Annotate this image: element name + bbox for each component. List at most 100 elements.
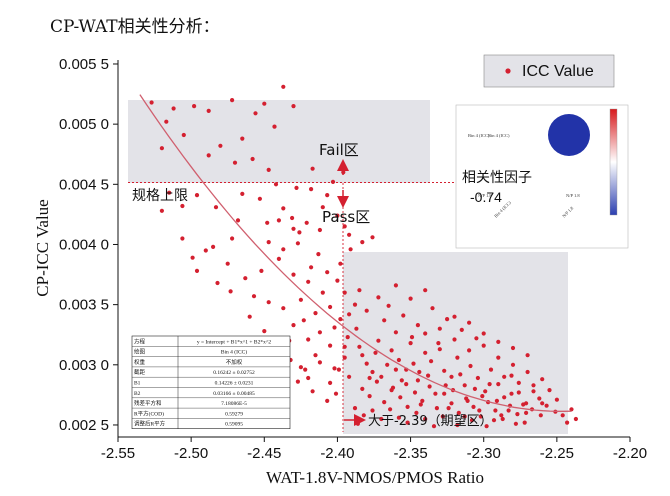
data-point — [480, 394, 485, 399]
data-point — [328, 380, 333, 385]
data-point — [276, 256, 281, 261]
corr-row-label: Bin 4 (ICC) — [468, 133, 490, 138]
data-point — [330, 179, 336, 184]
data-point — [303, 367, 308, 372]
data-point — [423, 416, 428, 422]
fit-table-value: 0.59095 — [225, 422, 243, 428]
data-point — [309, 265, 314, 270]
data-point — [440, 414, 445, 419]
data-point — [206, 153, 211, 158]
data-point — [560, 413, 565, 418]
data-point — [487, 382, 492, 387]
data-point — [235, 218, 241, 223]
fit-table-frame — [131, 335, 291, 429]
data-point — [462, 414, 467, 419]
data-point — [442, 391, 447, 396]
data-point — [338, 261, 343, 266]
data-point — [481, 331, 486, 336]
data-point — [301, 318, 306, 323]
legend-marker — [505, 68, 511, 74]
data-point — [325, 270, 330, 275]
fit-table-value: 0.59279 — [225, 411, 243, 417]
data-point — [554, 397, 560, 402]
data-point — [434, 406, 439, 411]
data-point — [521, 402, 526, 407]
data-point — [569, 407, 574, 412]
data-point — [445, 317, 450, 322]
data-point — [502, 374, 507, 379]
data-point — [386, 303, 391, 308]
data-point — [243, 276, 248, 281]
spec-limit-label: 规格上限 — [132, 188, 188, 204]
corr-cell-label-2: N/P 1.8 — [566, 193, 580, 198]
data-point — [367, 394, 372, 399]
data-point — [206, 108, 211, 113]
x-axis-label: WAT-1.8V-NMOS/PMOS Ratio — [266, 468, 484, 487]
x-tick-label: -2.25 — [540, 445, 574, 462]
data-point — [294, 185, 299, 190]
data-point — [295, 379, 300, 384]
data-point — [499, 413, 504, 418]
data-point — [335, 213, 340, 218]
expect-zone — [343, 252, 568, 434]
data-point — [332, 366, 337, 371]
data-point — [544, 403, 549, 408]
data-point — [455, 355, 460, 360]
data-point — [281, 306, 286, 311]
data-point — [259, 268, 264, 273]
fit-table-key: 方程 — [134, 337, 146, 345]
y-tick-label: 0.003 0 — [59, 357, 109, 374]
data-point — [266, 300, 271, 305]
data-point — [194, 193, 200, 198]
data-point — [354, 326, 359, 331]
data-point — [418, 402, 423, 407]
data-point — [531, 383, 536, 388]
data-point — [509, 391, 514, 396]
data-point — [379, 374, 384, 379]
y-tick-label: 0.005 0 — [59, 116, 109, 133]
data-point — [316, 252, 321, 257]
x-tick-label: -2.40 — [320, 445, 354, 462]
data-point — [524, 410, 529, 415]
fit-table-key: 残差平方和 — [134, 399, 162, 407]
data-point — [364, 308, 369, 313]
data-point — [412, 390, 418, 395]
data-point — [420, 398, 425, 403]
data-point — [415, 323, 420, 328]
x-tick-label: -2.35 — [393, 445, 427, 462]
data-point — [273, 182, 279, 187]
data-point — [361, 413, 366, 418]
data-point — [313, 311, 318, 316]
data-point — [393, 283, 398, 288]
data-point — [396, 357, 401, 363]
fail-zone-label: Fail区 — [319, 141, 359, 159]
fit-table-key: B1 — [134, 381, 141, 387]
data-point — [345, 335, 350, 340]
data-point — [298, 297, 303, 302]
data-point — [281, 84, 286, 89]
data-point — [347, 374, 352, 379]
data-point — [291, 272, 296, 277]
x-tick-label: -2.30 — [467, 445, 501, 462]
data-point — [382, 400, 387, 405]
data-point — [525, 353, 530, 358]
data-point — [190, 255, 195, 260]
data-point — [540, 377, 545, 382]
data-point — [455, 422, 460, 428]
data-point — [481, 343, 486, 348]
data-point — [408, 341, 413, 346]
data-point — [429, 359, 434, 364]
data-point — [230, 98, 235, 103]
data-point — [385, 362, 390, 367]
expect-zone-label: 大于-2.39（期望区） — [368, 413, 493, 429]
data-point — [218, 143, 223, 148]
data-point — [437, 347, 442, 352]
data-point — [376, 295, 381, 300]
data-point — [374, 379, 379, 384]
data-point — [433, 391, 438, 396]
data-point — [310, 166, 315, 171]
data-point — [393, 367, 398, 372]
data-point — [478, 414, 483, 419]
data-point — [325, 193, 330, 198]
data-point — [393, 330, 398, 335]
